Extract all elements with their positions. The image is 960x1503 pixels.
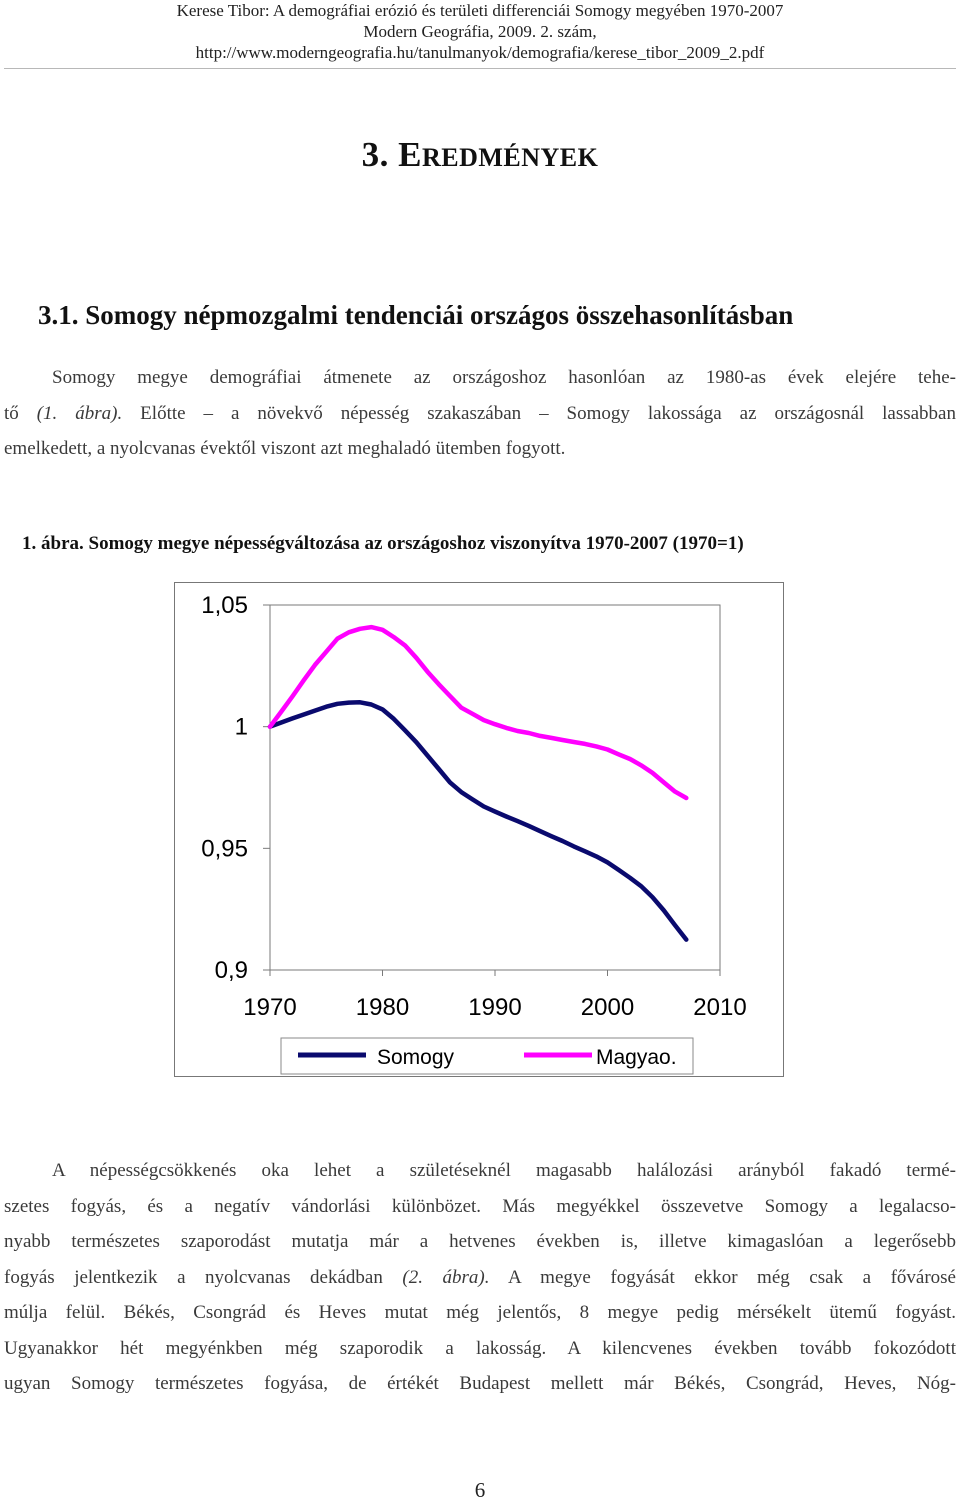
y-tick-label: 0,95 <box>201 835 248 862</box>
line-chart: 0,9 0,95 1 1,05 1970 1980 1990 2000 2010 Somogy Ma… <box>174 582 784 1077</box>
header-citation: Kerese Tibor: A demográfiai erózió és te… <box>176 1 784 20</box>
header-url: http://www.moderngeografia.hu/tanulmanyo… <box>195 43 765 62</box>
paragraph-intro: Somogy megye demográfiai átmenete az ors… <box>4 360 956 467</box>
section-number: 3. <box>361 135 399 174</box>
paragraph-line: múlja felül. Békés, Csongrád és Heves mu… <box>4 1302 956 1323</box>
y-tick-label: 1,05 <box>201 592 248 619</box>
plot-area-frame <box>269 604 721 971</box>
header-divider <box>4 68 956 69</box>
paragraph-line: ugyan Somogy természetes fogyása, de ért… <box>4 1373 956 1394</box>
paragraph-line: Ugyanakkor hét megyénkben még szaporodik… <box>4 1337 956 1359</box>
y-tick-label: 0,9 <box>215 957 248 984</box>
legend-label: Magyao. <box>596 1046 677 1069</box>
paragraph-line: fogyás jelentkezik a nyolcvanas dekádban… <box>4 1260 956 1296</box>
paragraph-line: tő (1. ábra). Előtte – a növekvő népessé… <box>4 396 956 432</box>
x-tick-label: 1980 <box>356 994 409 1021</box>
x-tick-label: 2010 <box>693 994 746 1021</box>
page-number: 6 <box>474 1478 486 1502</box>
x-tick-label: 1970 <box>243 994 296 1021</box>
figure-caption: 1. ábra. Somogy megye népességváltozása … <box>22 533 744 554</box>
x-tick-label: 2000 <box>581 994 634 1021</box>
section-initial: E <box>398 135 422 174</box>
x-tick-label: 1990 <box>468 994 521 1021</box>
series-line-somogy <box>267 700 689 942</box>
figure-reference: (1. ábra). <box>36 402 123 424</box>
paragraph-line: szetes fogyás, és a negatív vándorlási k… <box>4 1195 956 1217</box>
text-run: tő <box>4 402 37 424</box>
running-header: Kerese Tibor: A demográfiai erózió és te… <box>0 0 960 63</box>
paragraph-line: emelkedett, a nyolcvanas évektől viszont… <box>4 438 566 459</box>
paragraph-line: nyabb természetes szaporodást mutatja má… <box>4 1231 956 1252</box>
figure-reference: (2. ábra). <box>402 1266 490 1288</box>
legend-label: Somogy <box>377 1046 455 1069</box>
subsection-heading: 3.1. Somogy népmozgalmi tendenciái orszá… <box>38 300 794 330</box>
text-run: A megye fogyását ekkor még csak a főváro… <box>489 1266 956 1288</box>
paragraph-body: A népességcsökkenés oka lehet a születés… <box>4 1153 956 1402</box>
text-run: fogyás jelentkezik a nyolcvanas dekádban <box>4 1266 403 1288</box>
chart-canvas: 0,9 0,95 1 1,05 1970 1980 1990 2000 2010 Somogy Ma… <box>201 592 747 1075</box>
paragraph-line: A népességcsökkenés oka lehet a születés… <box>52 1160 956 1181</box>
series-line-magyarorszag <box>267 624 689 801</box>
paragraph-line: Somogy megye demográfiai átmenete az ors… <box>52 367 956 388</box>
header-journal: Modern Geográfia, 2009. 2. szám, <box>363 22 597 41</box>
section-heading: 3. EREDMÉNYEK <box>0 135 960 175</box>
y-tick-label: 1 <box>235 714 248 741</box>
text-run: Előtte – a növekvő népesség szakaszában … <box>122 402 956 424</box>
section-title-rest: REDMÉNYEK <box>421 143 599 172</box>
